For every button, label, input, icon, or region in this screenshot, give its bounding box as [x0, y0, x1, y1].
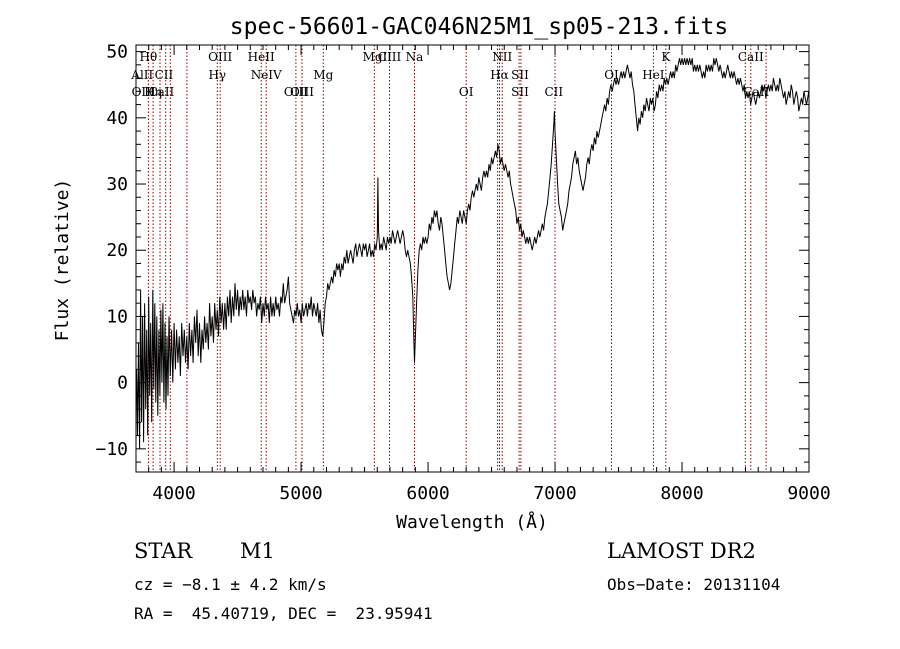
spectral-line-label-14: CIII [378, 50, 402, 64]
spectral-line-label-22: OI [604, 68, 619, 82]
spectral-line-label-18: Hα [490, 68, 509, 82]
spectral-line-label-11: OIII [290, 85, 314, 99]
spectral-line-label-9: NeIV [251, 68, 282, 82]
spectral-line-label-8: HeII [248, 50, 275, 64]
y-tick-label-0: −10 [95, 439, 128, 460]
x-tick-label-0: 4000 [152, 483, 195, 504]
spectral-line-label-4: CII [155, 68, 174, 82]
spectral-line-label-7: Hγ [208, 68, 226, 82]
y-tick-label-6: 50 [106, 42, 128, 63]
spectral-line-label-23: HeI [642, 68, 665, 82]
spectral-line-label-15: Na [406, 50, 424, 64]
object-subclass: M1 [240, 539, 275, 563]
y-axis-label: Flux (relative) [52, 179, 73, 342]
spectral-line-label-17: NII [492, 50, 512, 64]
x-tick-label-2: 6000 [406, 483, 449, 504]
spectral-line-label-12: Mg [313, 68, 333, 82]
spectral-line-label-13: MgII [363, 50, 393, 64]
observation-date: Obs−Date: 20131104 [607, 575, 781, 594]
y-tick-label-5: 40 [106, 108, 128, 129]
plot-frame [135, 44, 810, 473]
x-axis-ticks: 4000 5000 6000 7000 8000 9000 [148, 45, 831, 504]
spectral-line-label-21: CII [544, 85, 563, 99]
y-tick-label-4: 30 [106, 174, 128, 195]
spectral-line-label-5: CaII [148, 85, 174, 99]
spectral-line-label-25: CaII [738, 50, 764, 64]
x-tick-label-3: 7000 [533, 483, 576, 504]
spectral-line-markers [147, 45, 767, 472]
coordinates: RA = 45.40719, DEC = 23.95941 [134, 604, 433, 623]
x-axis-label: Wavelength (Å) [396, 511, 548, 533]
x-tick-label-1: 5000 [279, 483, 322, 504]
spectral-line-label-2: OIII [132, 85, 156, 99]
y-tick-label-3: 20 [106, 240, 128, 261]
spectral-line-label-24: K [661, 50, 671, 64]
spectral-line-label-3: Hη [144, 85, 162, 99]
x-tick-label-4: 8000 [660, 483, 703, 504]
spectral-line-label-20: SII [511, 85, 529, 99]
object-type: STAR [134, 539, 193, 563]
y-axis-ticks: −10 0 10 20 30 40 50 [95, 42, 809, 463]
chart-title: spec-56601-GAC046N25M1_sp05-213.fits [230, 14, 729, 40]
spectral-line-label-1: AlII [130, 68, 153, 82]
x-tick-label-5: 9000 [787, 483, 830, 504]
spectral-line-label-16: OI [459, 85, 474, 99]
spectral-line-label-6: OIII [208, 50, 232, 64]
spectral-line-label-10: OIII [284, 85, 308, 99]
spectral-line-label-0: Hθ [140, 50, 158, 64]
spectrum-line [136, 58, 810, 449]
spectral-line-label-19: SII [511, 68, 529, 82]
y-tick-label-1: 0 [117, 373, 128, 394]
redshift-velocity: cz = −8.1 ± 4.2 km/s [134, 575, 327, 594]
y-tick-label-2: 10 [106, 306, 128, 327]
survey-name: LAMOST DR2 [607, 539, 756, 563]
